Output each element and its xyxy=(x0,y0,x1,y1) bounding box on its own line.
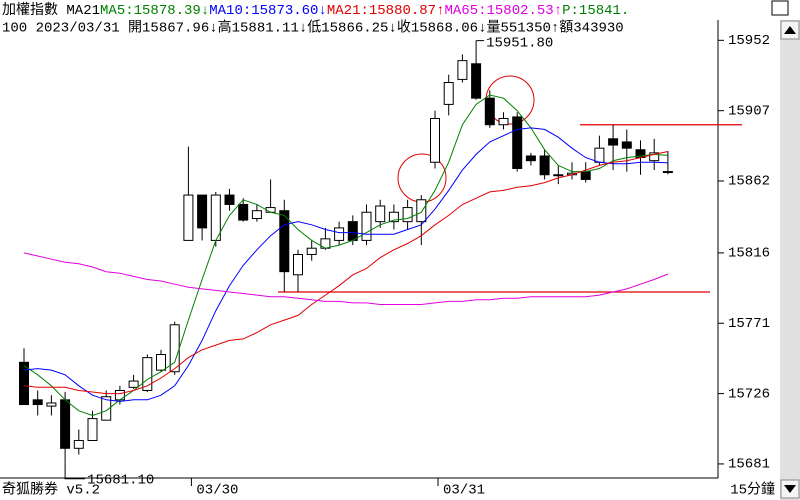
candle-body xyxy=(251,210,262,220)
header-line2: 100 2023/03/31 開15867.96↓高15881.11↓低1586… xyxy=(2,19,624,37)
candle-body xyxy=(224,194,235,205)
candle-body xyxy=(101,396,112,421)
y-tick-label: 15726 xyxy=(728,386,770,402)
candle-body xyxy=(621,141,632,149)
candle-body xyxy=(416,199,427,223)
candle-body xyxy=(306,247,317,255)
candle-body xyxy=(525,155,536,162)
x-tick-label: 03/31 xyxy=(443,483,485,499)
candle-body xyxy=(128,380,139,388)
candle-body xyxy=(265,207,276,213)
candle-body xyxy=(580,171,591,180)
candle-body xyxy=(114,389,125,401)
status-left: 奇狐勝券 v5.2 xyxy=(2,481,100,499)
scrollbar[interactable] xyxy=(780,20,800,500)
candle-body xyxy=(46,402,57,407)
candle-body xyxy=(402,207,413,223)
header-text: 加權指數 MA21MA5:15878.39↓MA10:15873.60↓MA21… xyxy=(2,2,629,19)
y-tick-label: 15816 xyxy=(728,246,770,262)
y-tick-label: 15907 xyxy=(728,103,770,119)
candle-body xyxy=(238,203,249,221)
candle-body xyxy=(471,63,482,99)
candle-body xyxy=(430,117,440,163)
candle-body xyxy=(498,117,509,126)
candle-body xyxy=(210,194,221,241)
header-item: MA5:15878.39↓ xyxy=(100,3,209,19)
header-item: P:15841. xyxy=(562,3,629,19)
candle-body xyxy=(60,399,71,449)
ma-line xyxy=(23,127,668,402)
header-item: MA21:15880.87↑ xyxy=(327,3,445,19)
candle-body xyxy=(293,253,303,276)
y-tick-label: 15952 xyxy=(728,33,770,49)
candle-body xyxy=(361,211,372,241)
candle-body xyxy=(594,147,605,163)
candle-body xyxy=(347,221,358,241)
candle-body xyxy=(539,155,550,176)
annotation: 15681.10 xyxy=(87,472,154,488)
candle-body xyxy=(608,138,619,146)
candle-body xyxy=(156,354,166,371)
annotation-leader xyxy=(64,463,86,480)
ma-line xyxy=(23,94,668,417)
header-item: 加權指數 MA21 xyxy=(2,2,100,19)
candle-body xyxy=(649,152,660,162)
candle-body xyxy=(142,357,153,391)
annotation: 15951.80 xyxy=(486,35,553,51)
y-tick-label: 15771 xyxy=(728,316,770,332)
candle-body xyxy=(32,399,43,406)
window-icon[interactable] xyxy=(771,0,789,16)
ma-line xyxy=(23,252,669,305)
header: 加權指數 MA21MA5:15878.39↓MA10:15873.60↓MA21… xyxy=(2,2,629,19)
candle-body xyxy=(197,194,208,229)
candle-body xyxy=(183,194,194,241)
header-item: MA10:15873.60↓ xyxy=(209,3,327,19)
candle-body xyxy=(73,439,84,449)
y-tick-label: 15681 xyxy=(728,457,770,473)
arrow-up xyxy=(784,26,796,34)
candle-body xyxy=(553,174,564,177)
period-label[interactable]: 15分鐘 xyxy=(730,481,775,499)
arrow-down xyxy=(784,485,796,493)
candle-body xyxy=(19,361,29,406)
candle-body xyxy=(457,60,468,80)
y-tick-label: 15862 xyxy=(728,174,770,190)
candle-body xyxy=(443,82,454,105)
candle-body xyxy=(334,227,345,241)
x-tick-label: 03/30 xyxy=(196,483,238,499)
candle-body xyxy=(388,211,399,223)
candle-body xyxy=(662,171,673,174)
candle-body xyxy=(279,210,290,273)
candle-body xyxy=(87,418,98,441)
candle-body xyxy=(375,205,386,223)
ma-line xyxy=(23,151,669,395)
header-item: MA65:15802.53↑ xyxy=(444,3,562,19)
candle-body xyxy=(484,97,495,126)
candle-body xyxy=(512,116,523,169)
